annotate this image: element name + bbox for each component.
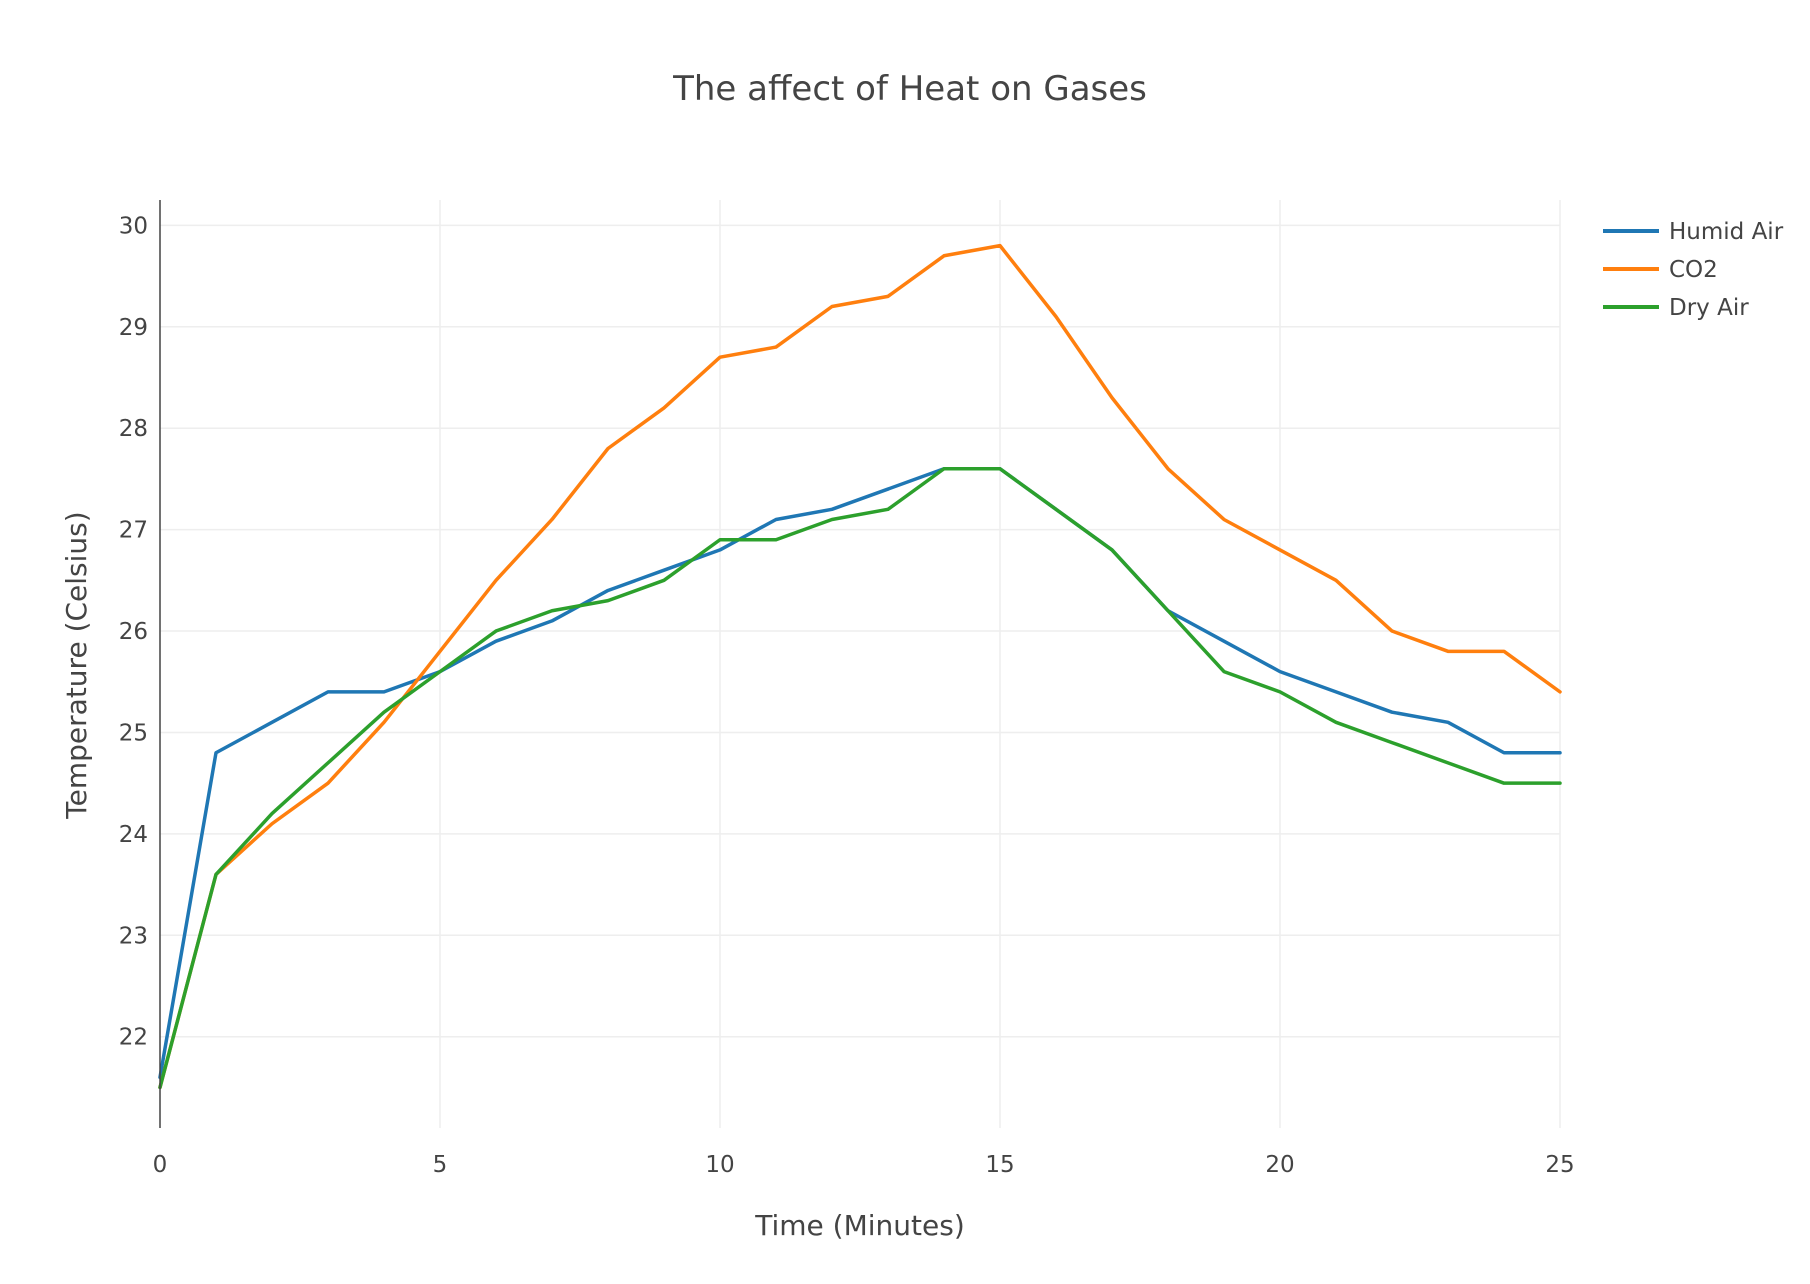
legend-item-humid-air[interactable]: Humid Air [1603, 219, 1784, 245]
y-tick-label: 24 [119, 822, 148, 848]
tick-labels: 0 5 10 15 20 25 22 23 24 25 26 27 28 29 30 [119, 213, 1575, 1178]
y-tick-label: 26 [119, 619, 148, 645]
legend-label: Dry Air [1669, 295, 1749, 321]
series-lines [158, 243, 1562, 1090]
chart-title: The affect of Heat on Gases [672, 69, 1147, 109]
x-tick-label: 20 [1265, 1152, 1294, 1178]
y-tick-label: 23 [119, 923, 148, 949]
series-line-co2 [158, 243, 1562, 1090]
legend-item-co2[interactable]: CO2 [1603, 257, 1718, 283]
series-line-dry-air [158, 467, 1562, 1090]
x-tick-label: 5 [433, 1152, 448, 1178]
x-tick-label: 10 [705, 1152, 734, 1178]
y-tick-label: 28 [119, 416, 148, 442]
y-tick-label: 27 [119, 518, 148, 544]
y-tick-label: 30 [119, 213, 148, 239]
series-line-humid-air [158, 467, 1562, 1080]
x-tick-label: 25 [1545, 1152, 1574, 1178]
x-tick-label: 0 [153, 1152, 168, 1178]
y-tick-label: 29 [119, 315, 148, 341]
legend-label: Humid Air [1669, 219, 1784, 245]
y-axis-title: Temperature (Celsius) [60, 511, 93, 819]
x-tick-label: 15 [985, 1152, 1014, 1178]
y-tick-label: 22 [119, 1025, 148, 1051]
grid-lines [160, 200, 1561, 1128]
legend[interactable]: Humid Air CO2 Dry Air [1603, 219, 1784, 321]
legend-label: CO2 [1669, 257, 1718, 283]
x-axis-title: Time (Minutes) [754, 1209, 965, 1242]
legend-item-dry-air[interactable]: Dry Air [1603, 295, 1749, 321]
y-tick-label: 25 [119, 720, 148, 746]
